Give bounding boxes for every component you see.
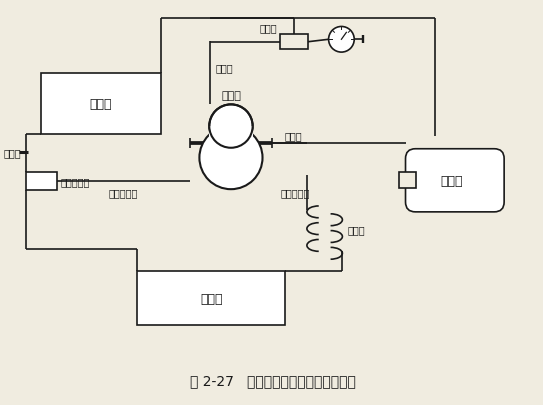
Circle shape xyxy=(329,28,354,53)
Text: 干燥过滤器: 干燥过滤器 xyxy=(60,177,90,187)
Text: 工艺管: 工艺管 xyxy=(284,130,302,141)
Circle shape xyxy=(199,127,262,190)
Bar xyxy=(137,271,285,326)
Text: 真空泵: 真空泵 xyxy=(440,175,463,188)
Circle shape xyxy=(209,105,252,148)
FancyBboxPatch shape xyxy=(406,149,504,212)
Text: 图 2-27   单侧抽真空系统连接图（一）: 图 2-27 单侧抽真空系统连接图（一） xyxy=(191,373,356,388)
Bar xyxy=(41,74,161,134)
Text: 三通阀: 三通阀 xyxy=(260,23,277,33)
Bar xyxy=(26,173,58,191)
Text: 充气管: 充气管 xyxy=(215,63,233,73)
Text: 高压排气管: 高压排气管 xyxy=(280,188,310,198)
Text: 毛细管: 毛细管 xyxy=(3,147,21,157)
Bar xyxy=(209,127,252,150)
Bar xyxy=(280,35,308,50)
Text: 压缩机: 压缩机 xyxy=(221,91,241,101)
Text: 低压吸气管: 低压吸气管 xyxy=(109,188,138,198)
Text: 冷凝器: 冷凝器 xyxy=(200,292,223,305)
Bar xyxy=(399,173,416,189)
Text: 蒸发器: 蒸发器 xyxy=(90,98,112,111)
Text: 除露管: 除露管 xyxy=(348,225,365,235)
